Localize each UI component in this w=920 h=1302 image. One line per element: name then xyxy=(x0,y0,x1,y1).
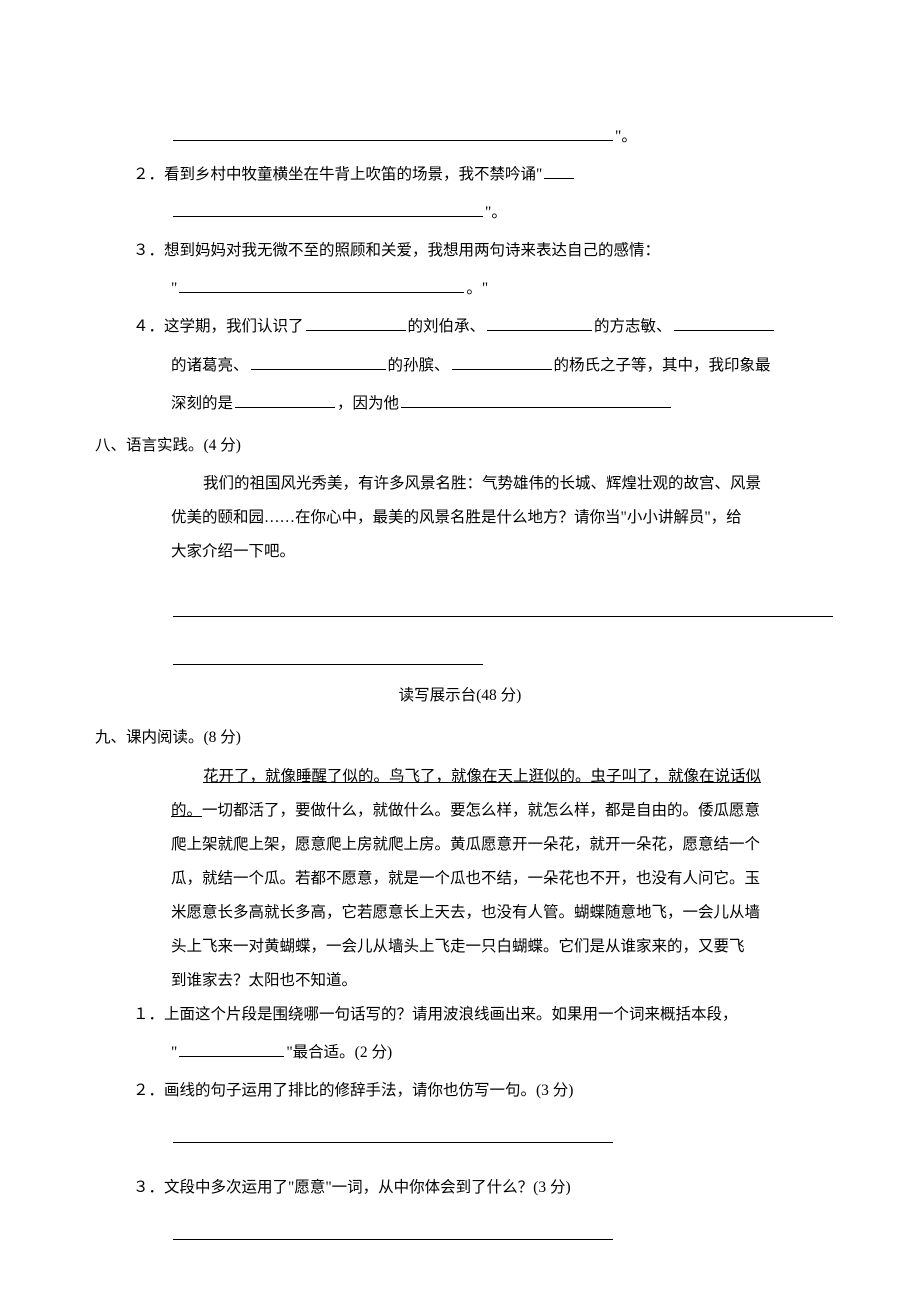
sec9-l3: 爬上架就爬上架，愿意爬上房就爬上房。黄瓜愿意开一朵花，就开一朵花，愿意结一个 xyxy=(95,828,825,862)
center-section-title-text: 读写展示台(48 分) xyxy=(399,687,522,704)
q4-p4: 的诸葛亮、 xyxy=(171,357,249,374)
sec9-header-text: 九、课内阅读。(8 分) xyxy=(95,729,241,746)
q4-line3: 深刻的是 ，因为他 xyxy=(95,387,825,421)
sec9-l1a: 花开了，就像睡醒了似的。鸟飞了，就像在天上逛似的。虫子叫了，就像在说话似 xyxy=(203,768,761,785)
sec8-answer-blank2[interactable] xyxy=(173,647,483,666)
sec8-answer-blank1[interactable] xyxy=(173,599,833,618)
sec9-l2a: 的。 xyxy=(171,802,202,819)
sec9-q1-blank[interactable] xyxy=(179,1056,284,1057)
q3-text: ３．想到妈妈对我无微不至的照顾和关爱，我想用两句诗来表达自己的感情： xyxy=(133,242,660,259)
q3-line2: " 。" xyxy=(95,272,825,306)
q4-blank2[interactable] xyxy=(487,330,592,331)
q4-blank5[interactable] xyxy=(452,369,552,370)
q4-p3: 的方志敏、 xyxy=(594,318,672,335)
sec9-q2-answer xyxy=(95,1122,825,1156)
sec9-q2-blank[interactable] xyxy=(173,1142,613,1143)
q4-p1: ４．这学期，我们认识了 xyxy=(133,318,304,335)
sec8-para3: 大家介绍一下吧。 xyxy=(95,535,825,569)
sec9-q1-line1: １．上面这个片段是围绕哪一句话写的？请用波浪线画出来。如果用一个词来概括本段， xyxy=(95,998,825,1032)
sec9-l4-text: 瓜，就结一个瓜。若都不愿意，就是一个瓜也不结，一朵花也不开，也没有人问它。玉 xyxy=(171,870,760,887)
sec9-q1-line2: " "最合适。(2 分) xyxy=(95,1036,825,1070)
q4-p8: ，因为他 xyxy=(337,395,399,412)
q1-blank[interactable] xyxy=(173,140,613,141)
sec9-l7: 到谁家去？太阳也不知道。 xyxy=(95,964,825,998)
q4-blank3[interactable] xyxy=(674,330,774,331)
sec9-q3-blank[interactable] xyxy=(173,1239,613,1240)
sec9-l4: 瓜，就结一个瓜。若都不愿意，就是一个瓜也不结，一朵花也不开，也没有人问它。玉 xyxy=(95,862,825,896)
q4-p5: 的孙膑、 xyxy=(388,357,450,374)
q2-trail: "。 xyxy=(485,204,507,221)
sec8-para2: 优美的颐和园……在你心中，最美的风景名胜是什么地方？请你当"小小讲解员"，给 xyxy=(95,501,825,535)
sec9-l2: 的。一切都活了，要做什么，就做什么。要怎么样，就怎么样，都是自由的。倭瓜愿意 xyxy=(95,794,825,828)
sec9-l5-text: 米愿意长多高就长多高，它若愿意长上天去，也没有人管。蝴蝶随意地飞，一会儿从墙 xyxy=(171,904,760,921)
q2-text: ２．看到乡村中牧童横坐在牛背上吹笛的场景，我不禁吟诵" xyxy=(133,166,542,183)
q4-p2: 的刘伯承、 xyxy=(408,318,486,335)
sec9-q2-text: ２．画线的句子运用了排比的修辞手法，请你也仿写一句。(3 分) xyxy=(133,1082,573,1099)
sec9-l6-text: 头上飞来一对黄蝴蝶，一会儿从墙头上飞走一只白蝴蝶。它们是从谁家来的，又要飞 xyxy=(171,938,745,955)
q2-line2: "。 xyxy=(95,196,825,230)
sec8-header-text: 八、语言实践。(4 分) xyxy=(95,437,241,454)
sec9-q1a: １．上面这个片段是围绕哪一句话写的？请用波浪线画出来。如果用一个词来概括本段， xyxy=(133,1006,738,1023)
sec9-l6: 头上飞来一对黄蝴蝶，一会儿从墙头上飞走一只白蝴蝶。它们是从谁家来的，又要飞 xyxy=(95,930,825,964)
sec9-l3-text: 爬上架就爬上架，愿意爬上房就爬上房。黄瓜愿意开一朵花，就开一朵花，愿意结一个 xyxy=(171,836,760,853)
sec9-l5: 米愿意长多高就长多高，它若愿意长上天去，也没有人管。蝴蝶随意地飞，一会儿从墙 xyxy=(95,896,825,930)
sec8-answer-line1 xyxy=(95,583,825,617)
q3-line1: ３．想到妈妈对我无微不至的照顾和关爱，我想用两句诗来表达自己的感情： xyxy=(95,234,825,268)
q4-line2: 的诸葛亮、 的孙膑、 的杨氏之子等，其中，我印象最 xyxy=(95,349,825,383)
q3-trail: 。" xyxy=(466,280,488,297)
sec8-p2-text: 优美的颐和园……在你心中，最美的风景名胜是什么地方？请你当"小小讲解员"，给 xyxy=(171,509,742,526)
sec9-l7-text: 到谁家去？太阳也不知道。 xyxy=(171,972,357,989)
center-section-title: 读写展示台(48 分) xyxy=(95,679,825,713)
q2-blank[interactable] xyxy=(173,216,483,217)
sec9-q3: ３．文段中多次运用了"愿意"一词，从中你体会到了什么？(3 分) xyxy=(95,1171,825,1205)
sec8-p3-text: 大家介绍一下吧。 xyxy=(171,543,295,560)
q4-blank1[interactable] xyxy=(306,330,406,331)
sec9-l1: 花开了，就像睡醒了似的。鸟飞了，就像在天上逛似的。虫子叫了，就像在说话似 xyxy=(95,760,825,794)
q4-blank7[interactable] xyxy=(401,407,671,408)
q4-p7: 深刻的是 xyxy=(171,395,233,412)
sec9-l2b: 一切都活了，要做什么，就做什么。要怎么样，就怎么样，都是自由的。倭瓜愿意 xyxy=(202,802,760,819)
q3-quote-open: " xyxy=(171,280,177,297)
sec8-answer-line2 xyxy=(95,631,825,665)
q1-blank-line: "。 xyxy=(95,120,825,154)
q4-blank4[interactable] xyxy=(251,369,386,370)
sec8-p1-text: 我们的祖国风光秀美，有许多风景名胜：气势雄伟的长城、辉煌壮观的故宫、风景 xyxy=(203,475,761,492)
q3-blank[interactable] xyxy=(179,292,464,293)
q4-line1: ４．这学期，我们认识了 的刘伯承、 的方志敏、 xyxy=(95,310,825,344)
q2-blank-start[interactable] xyxy=(544,178,574,179)
q4-blank6[interactable] xyxy=(235,407,335,408)
sec8-header: 八、语言实践。(4 分) xyxy=(95,429,825,463)
sec9-q1c: "最合适。(2 分) xyxy=(286,1044,392,1061)
q4-p6: 的杨氏之子等，其中，我印象最 xyxy=(554,357,771,374)
sec9-header: 九、课内阅读。(8 分) xyxy=(95,721,825,755)
sec9-q1b: " xyxy=(171,1044,177,1061)
q1-trail-quote: "。 xyxy=(615,128,637,145)
sec8-para1: 我们的祖国风光秀美，有许多风景名胜：气势雄伟的长城、辉煌壮观的故宫、风景 xyxy=(95,467,825,501)
sec9-q2: ２．画线的句子运用了排比的修辞手法，请你也仿写一句。(3 分) xyxy=(95,1074,825,1108)
sec9-q3-text: ３．文段中多次运用了"愿意"一词，从中你体会到了什么？(3 分) xyxy=(133,1179,571,1196)
q2-line1: ２．看到乡村中牧童横坐在牛背上吹笛的场景，我不禁吟诵" xyxy=(95,158,825,192)
sec9-q3-answer xyxy=(95,1219,825,1253)
